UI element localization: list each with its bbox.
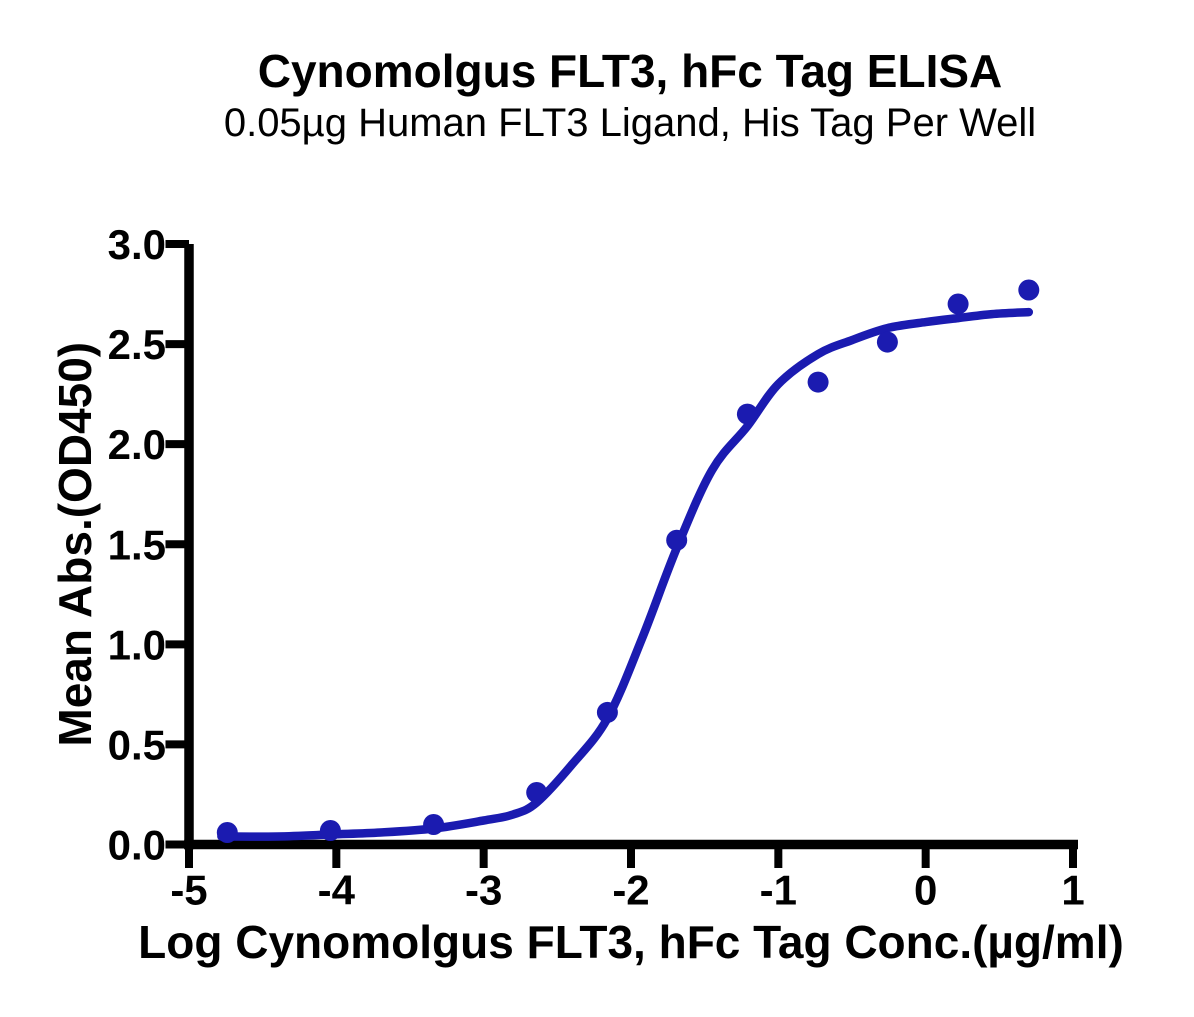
x-tick-label: -5 [170, 867, 207, 914]
x-tick-label: -3 [465, 867, 502, 914]
x-tick-label: 1 [1061, 867, 1084, 914]
data-points [216, 279, 1040, 843]
data-point [216, 822, 238, 843]
data-point [319, 820, 341, 841]
chart-subtitle: 0.05µg Human FLT3 Ligand, His Tag Per We… [223, 101, 1037, 145]
tick-labels: -5 -4 -3 -2 -1 0 1 0.0 0.5 1.0 1.5 2.0 2.5 3.0 [108, 221, 1085, 914]
y-tick-label: 0.5 [108, 721, 166, 768]
x-tick-label: -2 [612, 867, 649, 914]
y-tick-label: 2.0 [108, 421, 166, 468]
data-point [526, 782, 548, 803]
x-tick-label: 0 [914, 867, 937, 914]
fit-curve [217, 307, 1034, 841]
axes [184, 244, 1078, 850]
data-point [596, 701, 618, 723]
data-point [807, 371, 829, 393]
y-axis-title: Mean Abs.(OD450) [49, 342, 101, 747]
data-point [666, 529, 688, 551]
chart-title: Cynomolgus FLT3, hFc Tag ELISA [257, 45, 1003, 97]
axis-ticks [165, 240, 1077, 868]
x-tick-label: -4 [318, 867, 356, 914]
data-point [947, 293, 969, 315]
y-tick-label: 1.0 [108, 621, 166, 668]
data-point [876, 331, 898, 353]
y-tick-label: 3.0 [108, 221, 166, 268]
y-tick-label: 2.5 [108, 321, 166, 368]
y-tick-label: 1.5 [108, 521, 166, 568]
x-tick-label: -1 [760, 867, 797, 914]
y-tick-label: 0.0 [108, 822, 166, 869]
data-point [423, 814, 445, 835]
x-axis-title: Log Cynomolgus FLT3, hFc Tag Conc.(µg/ml… [138, 916, 1124, 968]
data-point [736, 403, 758, 425]
data-point [1018, 279, 1040, 301]
